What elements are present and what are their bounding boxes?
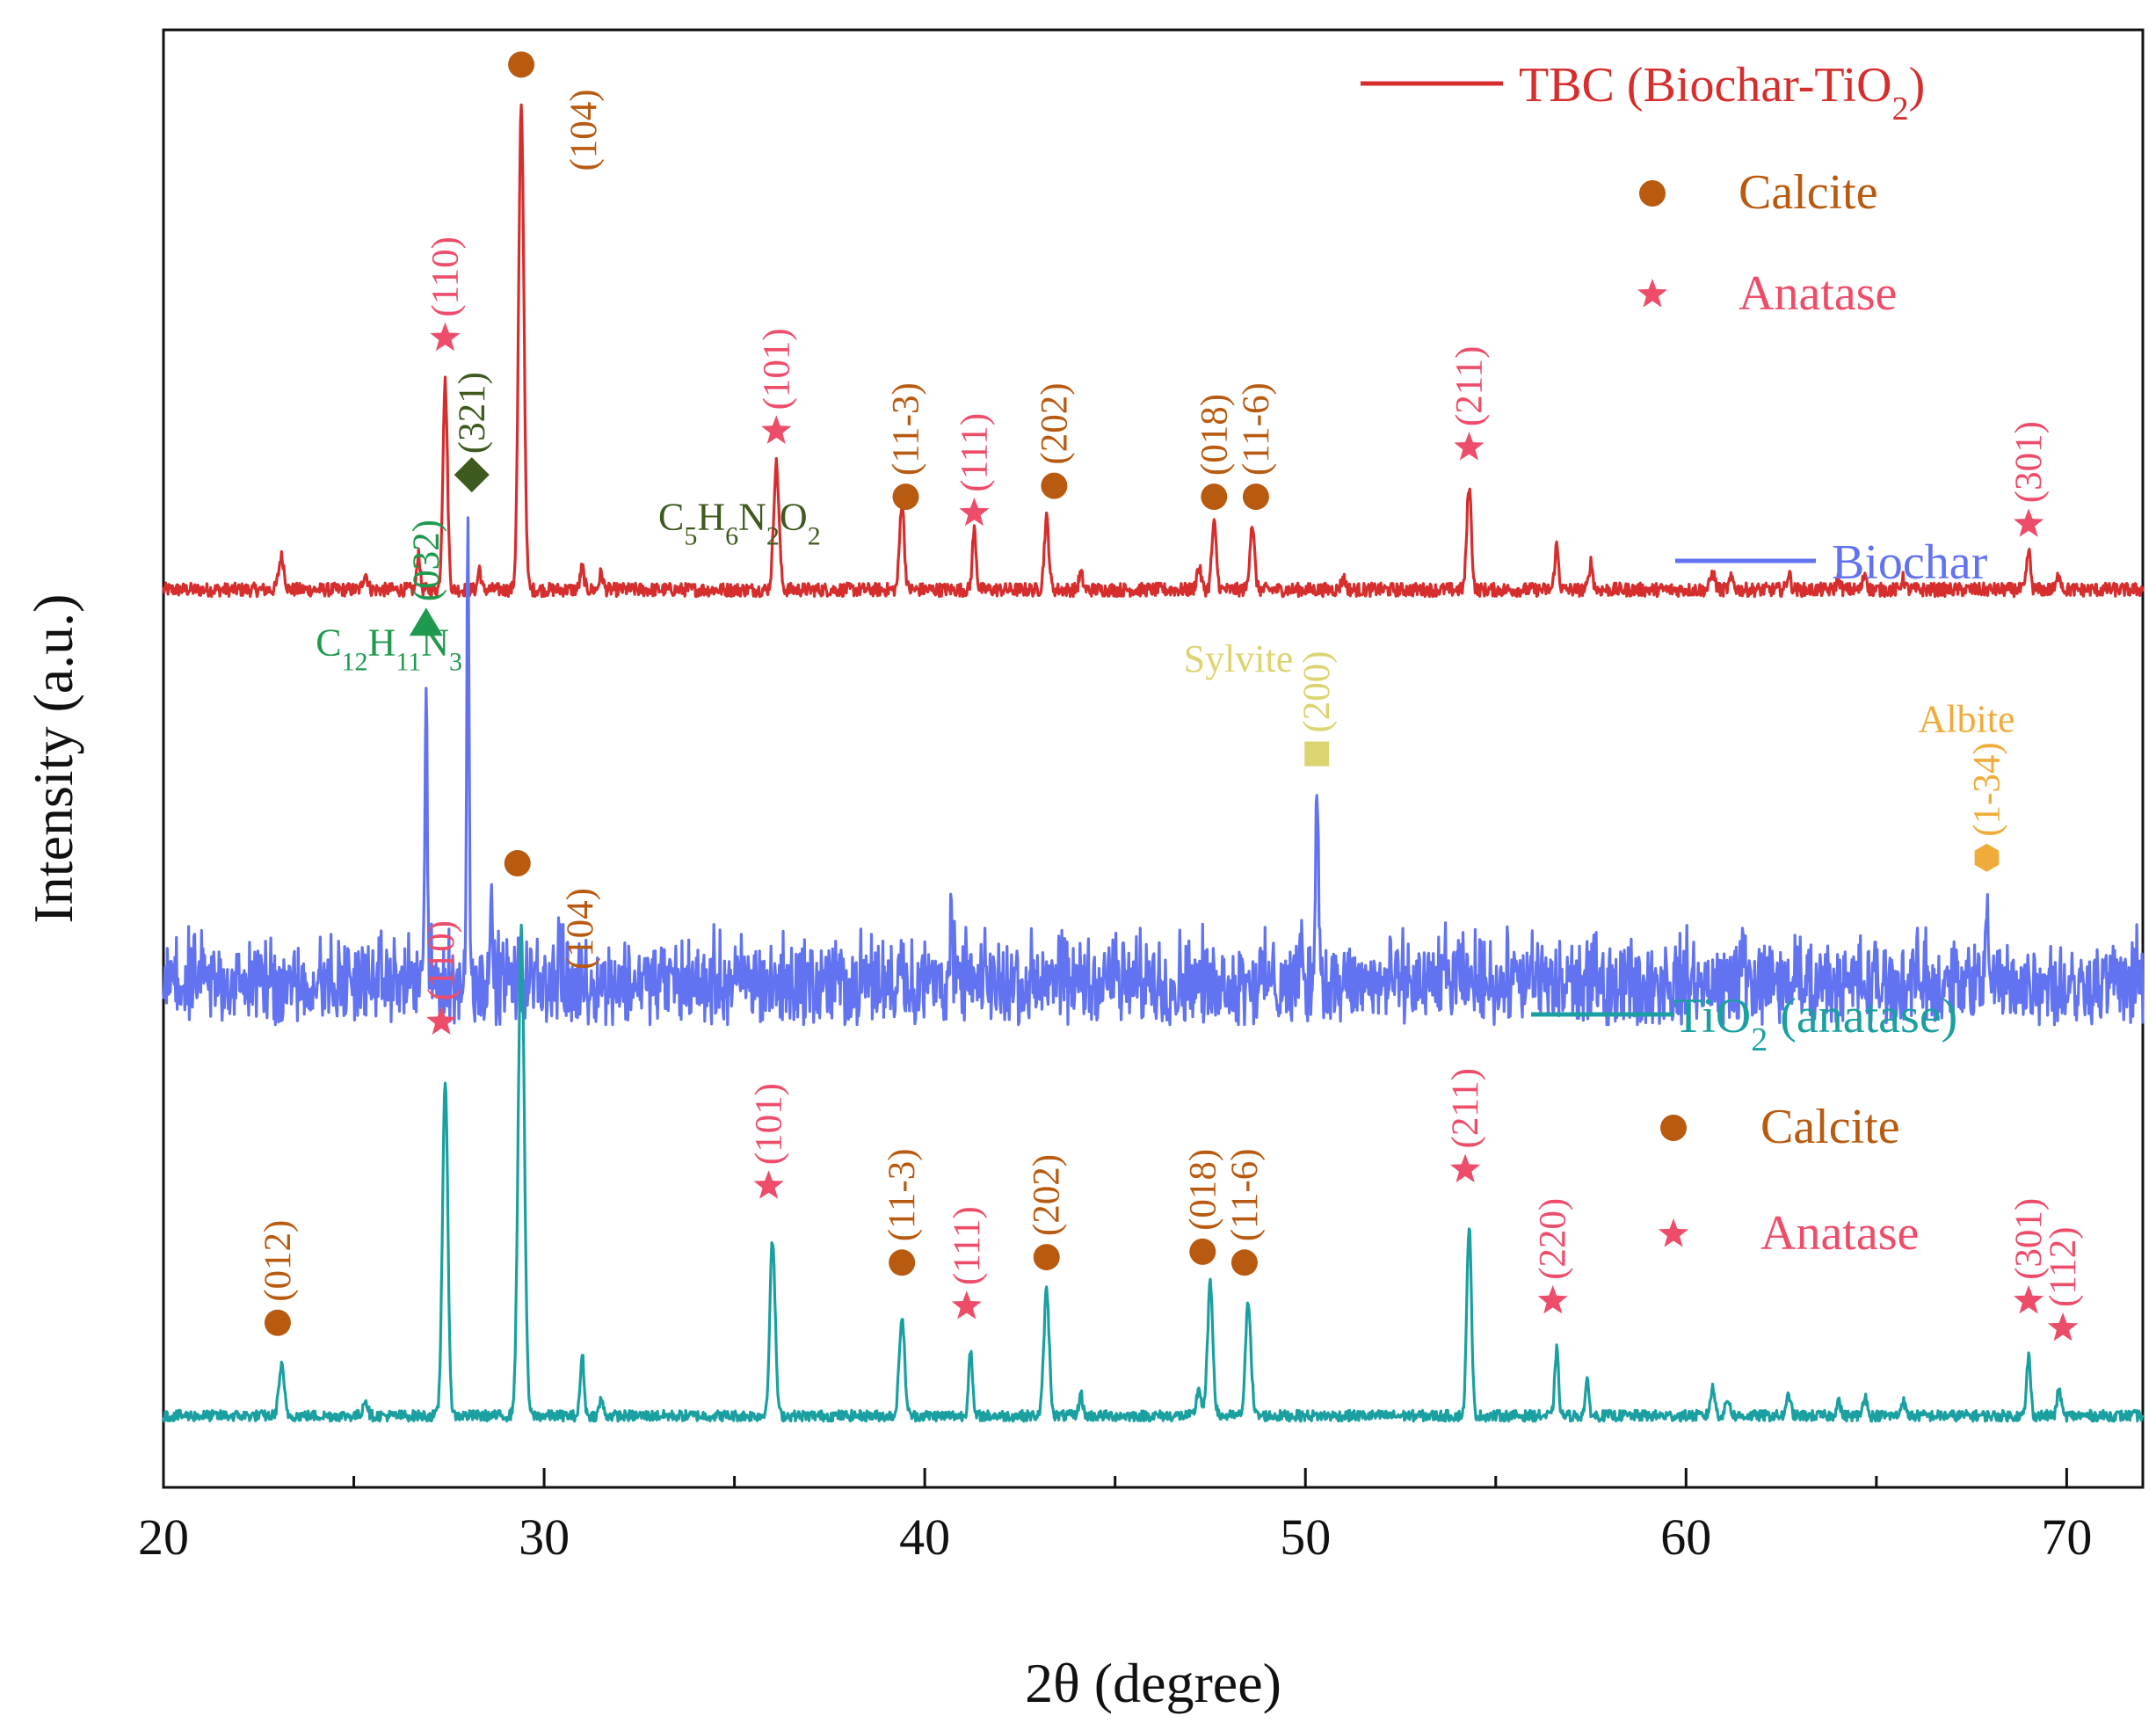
peak-label-0-1: (104) [563,89,605,171]
peak-marker-2-6 [1033,1244,1060,1271]
peak-marker-1-0 [409,607,443,636]
phase-label-1-1: C5H6N2O2 [658,495,821,550]
legend-label-0: TBC (Biochar-TiO2) [1519,58,1925,127]
peak-label-2-10: (220) [1533,1198,1574,1280]
peak-marker-2-4 [889,1249,916,1276]
peak-marker-0-0 [430,322,461,352]
x-tick-label-4: 60 [1660,1508,1711,1566]
peak-label-0-5: (202) [1034,382,1075,464]
peak-label-2-2: (104) [560,888,601,970]
peak-label-2-11: (301) [2008,1198,2050,1280]
phase-label-1-0: C12H11N3 [316,621,462,677]
x-axis: 20 30 40 50 60 70 [138,1468,2092,1566]
peak-marker-0-3 [892,483,919,511]
legend-marker-0-1 [1637,279,1668,308]
peak-marker-2-7 [1189,1238,1216,1265]
plot-frame [162,28,2145,1489]
peak-marker-0-4 [959,497,990,527]
series-layer [162,103,2145,1423]
peak-marker-2-8 [1230,1249,1258,1276]
peak-label-0-8: (211) [1449,346,1491,427]
peak-marker-1-1 [454,457,490,493]
x-tick-label-2: 40 [899,1508,950,1566]
legend-label-2: TiO2 (anatase) [1673,989,1957,1058]
legend-item-label-2-0: Calcite [1760,1100,1900,1154]
x-tick-label-3: 50 [1280,1508,1331,1566]
peak-marker-2-0 [264,1309,291,1336]
legend-marker-0-0 [1639,180,1666,207]
peak-marker-2-3 [753,1170,784,1199]
peak-label-0-7: (11-6) [1236,382,1277,476]
legend-marker-2-0 [1660,1115,1687,1141]
y-axis-label: Intensity (a.u.) [22,594,84,924]
phase-label-1-2: Sylvite [1184,637,1294,680]
legend-item-label-0-0: Calcite [1739,165,1878,220]
peak-label-2-0: (012) [258,1220,299,1302]
peak-marker-2-9 [1450,1153,1481,1183]
legend-marker-2-1 [1658,1218,1689,1247]
peak-marker-0-9 [2014,508,2044,537]
x-tick-label-0: 20 [138,1508,189,1566]
peak-marker-0-1 [508,51,535,78]
peak-label-0-9: (301) [2008,421,2050,503]
peak-marker-0-5 [1041,472,1068,499]
peak-marker-0-6 [1201,483,1228,511]
peak-marker-2-11 [2014,1284,2044,1314]
legend-item-label-0-1: Anatase [1739,266,1897,321]
peak-label-0-3: (11-3) [886,382,927,476]
peak-marker-1-2 [1304,741,1330,767]
peak-label-2-7: (018) [1182,1149,1223,1231]
peak-marker-2-2 [504,850,531,877]
peak-marker-2-5 [951,1290,982,1319]
legend-item-label-2-1: Anatase [1760,1206,1919,1261]
series-line-1 [162,516,2145,1027]
peak-label-1-2: (200) [1296,651,1338,732]
peak-marker-2-12 [2047,1312,2079,1341]
peak-label-1-1: (321) [452,372,493,454]
peak-label-0-0: (110) [425,236,467,317]
series-line-0 [162,103,2145,599]
peak-label-2-12: (112) [2043,1226,2084,1307]
peak-label-2-3: (101) [749,1083,790,1165]
peak-label-1-3: (1-34) [1966,742,2007,836]
peak-marker-2-10 [1537,1284,1568,1314]
peak-label-2-4: (11-3) [882,1148,923,1241]
x-tick-label-1: 30 [519,1508,570,1566]
x-tick-label-5: 70 [2041,1508,2092,1566]
peak-label-2-9: (211) [1445,1068,1486,1149]
peak-label-2-1: (110) [421,920,462,1001]
peak-label-2-5: (111) [947,1206,988,1285]
peak-marker-0-8 [1454,432,1485,461]
series-line-2 [162,923,2145,1423]
peak-marker-2-1 [426,1006,457,1035]
peak-marker-1-3 [1974,843,2000,872]
peak-marker-0-2 [761,415,792,444]
peak-label-0-2: (101) [756,328,797,410]
peak-label-0-4: (111) [955,413,996,492]
legend-label-1: Biochar [1832,535,1988,590]
peak-label-2-6: (202) [1027,1154,1068,1236]
peak-label-0-6: (018) [1194,394,1235,476]
phase-label-1-3: Albite [1919,698,2015,741]
peak-label-2-8: (11-6) [1224,1148,1266,1241]
peak-marker-0-7 [1242,483,1269,511]
peak-label-1-0: (032) [406,520,447,601]
x-axis-label: 2θ (degree) [1025,1652,1281,1714]
